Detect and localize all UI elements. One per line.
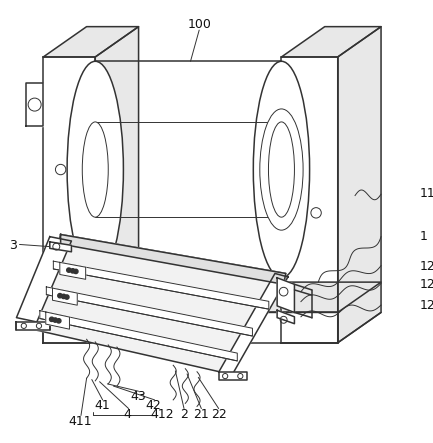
Text: 3: 3 [9,239,16,252]
Polygon shape [43,282,381,312]
Polygon shape [46,287,252,336]
Polygon shape [43,57,95,343]
Circle shape [53,318,58,322]
Text: 4: 4 [124,408,132,421]
Text: 22: 22 [211,408,226,421]
Circle shape [61,294,66,299]
Text: 41: 41 [94,399,110,412]
Circle shape [71,268,75,273]
Polygon shape [60,262,86,280]
Circle shape [65,295,69,299]
Text: 100: 100 [187,18,211,31]
Polygon shape [338,27,381,343]
Polygon shape [35,234,286,373]
Circle shape [57,319,61,323]
Text: 121: 121 [420,278,433,291]
Polygon shape [53,261,269,309]
Polygon shape [16,237,71,322]
Ellipse shape [260,109,303,230]
Text: 12: 12 [420,260,433,273]
Text: 1: 1 [420,230,428,243]
Text: 412: 412 [151,408,174,421]
Polygon shape [219,372,247,381]
Circle shape [58,294,62,298]
Text: 21: 21 [194,408,209,421]
Polygon shape [281,57,338,343]
Text: 411: 411 [68,415,92,428]
Polygon shape [61,234,286,284]
Polygon shape [46,312,69,329]
Polygon shape [43,312,338,343]
Polygon shape [52,288,77,305]
Circle shape [74,269,78,274]
Polygon shape [219,273,288,376]
Text: 11: 11 [420,187,433,200]
Polygon shape [26,83,43,126]
Ellipse shape [268,122,294,217]
Polygon shape [277,310,294,324]
Text: 42: 42 [146,399,162,412]
Text: 43: 43 [131,390,146,404]
Polygon shape [40,311,237,361]
Circle shape [67,268,71,272]
Ellipse shape [67,61,123,278]
Ellipse shape [253,61,310,278]
Polygon shape [277,278,294,312]
Polygon shape [16,322,50,330]
Polygon shape [50,242,71,252]
Text: 2: 2 [180,408,188,421]
Ellipse shape [82,122,108,217]
Polygon shape [43,27,139,57]
Polygon shape [95,27,139,343]
Circle shape [49,317,54,322]
Polygon shape [281,27,381,57]
Text: 122: 122 [420,299,433,312]
